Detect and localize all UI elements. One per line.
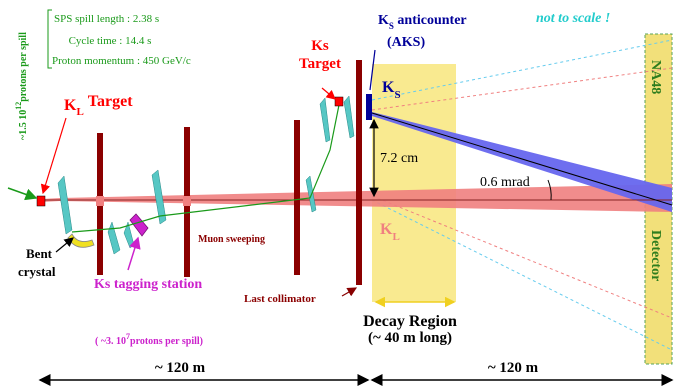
magnet [57, 175, 73, 235]
magnet [305, 175, 317, 213]
distance-left-label: ~ 120 m [155, 360, 206, 376]
detector-label-top: NA48 [648, 60, 663, 94]
ks-tagging-station [129, 213, 149, 237]
deflected-proton-beam [71, 99, 341, 233]
bent-crystal-label-2: crystal [18, 264, 56, 279]
bent-crystal [67, 233, 95, 248]
detector-label-bottom: Detector [648, 230, 663, 281]
tagging-protons: ( ~3. 107protons per spill) [95, 332, 203, 347]
ks-anticounter-label: KS anticounter [378, 13, 467, 31]
distance-right-label: ~ 120 m [488, 360, 539, 376]
decay-region-label-1: Decay Region [363, 313, 457, 330]
ks-anticounter-label-2: (AKS) [387, 35, 425, 50]
angle-arc [547, 179, 552, 201]
magnet [343, 95, 355, 139]
not-to-scale-note: not to scale ! [536, 11, 610, 26]
info-proton-momentum: Proton momentum : 450 GeV/c [52, 55, 191, 67]
ks-target-label-2: Target [299, 56, 341, 72]
magnet [319, 97, 331, 143]
magnet [107, 221, 121, 255]
collimator [294, 120, 300, 275]
aks-arrow [369, 49, 376, 91]
incoming-proton-arrow [7, 187, 38, 201]
ks-target [334, 96, 344, 107]
last-collimator-arrow [341, 287, 358, 297]
angle-label: 0.6 mrad [480, 175, 530, 190]
aks-anticounter [366, 94, 372, 120]
beam-axis-offset [371, 112, 673, 206]
last-collimator-label: Last collimator [244, 293, 316, 305]
magnet [151, 169, 167, 225]
kl-target-arrow [40, 117, 67, 195]
ks-target-label-1: Ks [311, 38, 329, 54]
collimator-gap-mask [183, 196, 191, 206]
ks-target-arrow [321, 87, 336, 100]
protons-per-spill: ~1.5 1012protons per spill [14, 32, 29, 140]
decay-region-label-2: (~ 40 m long) [368, 330, 452, 346]
acceptance-line [371, 67, 673, 111]
info-cycle-time: Cycle time : 14.4 s [69, 35, 152, 47]
collimator-gap-mask [96, 196, 104, 206]
ks-tagging-label: Ks tagging station [94, 277, 202, 292]
kl-beam-label: KL [380, 221, 400, 243]
distance-label: 7.2 cm [380, 151, 418, 166]
ks-tagging-arrow [127, 236, 141, 271]
acceptance-line [371, 199, 673, 351]
kl-target-label: KLTarget [64, 93, 133, 118]
bent-crystal-label-1: Bent [26, 246, 53, 261]
info-box-bracket [47, 9, 52, 69]
muon-sweeping-label: Muon sweeping [198, 234, 265, 245]
kl-target [36, 195, 46, 207]
ks-beam-label: KS [382, 79, 401, 101]
collimator [356, 60, 362, 285]
acceptance-line [371, 39, 673, 101]
info-spill-length: SPS spill length : 2.38 s [54, 13, 159, 25]
bent-crystal-arrow [55, 237, 74, 253]
